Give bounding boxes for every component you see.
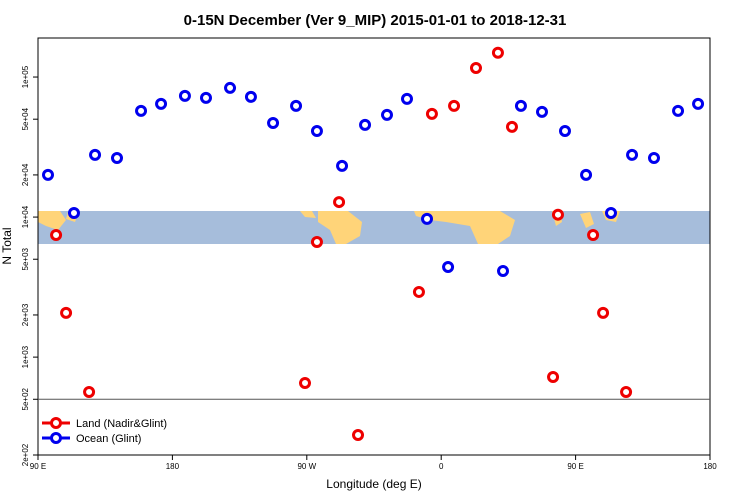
data-point [155,97,168,110]
data-point [290,99,303,112]
data-point [442,261,455,274]
data-point [359,118,372,131]
y-tick-label: 1e+05 [21,65,30,88]
x-tick-label: 0 [439,462,444,471]
data-point [597,306,610,319]
data-point [505,120,518,133]
data-point [310,124,323,137]
data-point [267,116,280,129]
data-point [333,196,346,209]
data-point [310,235,323,248]
data-point [514,99,527,112]
land [300,211,316,218]
data-point [336,159,349,172]
legend-label: Ocean (Glint) [76,433,141,445]
y-tick-label: 5e+03 [21,247,30,270]
data-point [604,206,617,219]
data-point [551,208,564,221]
data-point [244,90,257,103]
x-tick-label: 90 E [30,462,46,471]
data-point [497,265,510,278]
data-point [469,62,482,75]
plot-frame [37,37,711,456]
data-point [536,105,548,118]
map-band [38,211,710,244]
y-axis-label: N Total [0,227,14,264]
data-point [401,92,414,105]
data-point [448,99,461,112]
data-point [558,124,571,137]
data-point [50,228,63,241]
data-point [83,385,96,398]
data-point [412,285,425,298]
data-point [380,108,393,121]
data-point [135,104,148,117]
legend-label: Land (Nadir&Glint) [76,418,167,430]
y-tick-label: 5e+02 [21,387,30,410]
x-tick-label: 180 [703,462,717,471]
y-tick-label: 1e+03 [21,345,30,368]
data-point [299,377,312,390]
data-point [425,107,438,120]
legend-marker [50,432,62,444]
x-tick-label: 90 W [297,462,316,471]
data-point [421,212,434,225]
legend: Land (Nadir&Glint) Ocean (Glint) [42,417,167,445]
data-point [620,385,633,398]
data-point [547,371,560,384]
data-point [580,168,593,181]
data-point [60,306,73,319]
data-point [110,152,123,165]
y-tick-label: 2e+02 [21,443,30,466]
data-point [672,104,685,117]
y-tick-label: 5e+04 [21,107,30,130]
land [414,211,515,244]
x-tick-label: 180 [166,462,180,471]
y-tick-label: 1e+04 [21,205,30,228]
data-point [692,97,705,110]
data-point [626,148,639,161]
land [318,211,362,244]
data-point [648,152,660,165]
data-point [352,428,365,441]
data-point [178,89,191,102]
ocean-band [38,211,710,244]
data-point [67,206,80,219]
data-point [200,91,212,104]
data-point [42,168,55,181]
x-axis-label: Longitude (deg E) [326,477,421,491]
data-point [587,228,600,241]
data-point [491,46,504,59]
land [38,211,66,230]
x-tick-label: 90 E [567,462,583,471]
y-tick-label: 2e+03 [21,303,30,326]
y-tick-label: 2e+04 [21,163,30,186]
chart-title: 0-15N December (Ver 9_MIP) 2015-01-01 to… [184,12,567,29]
data-point [89,148,102,161]
legend-marker [50,417,62,429]
data-point [224,81,237,94]
land [580,212,594,228]
